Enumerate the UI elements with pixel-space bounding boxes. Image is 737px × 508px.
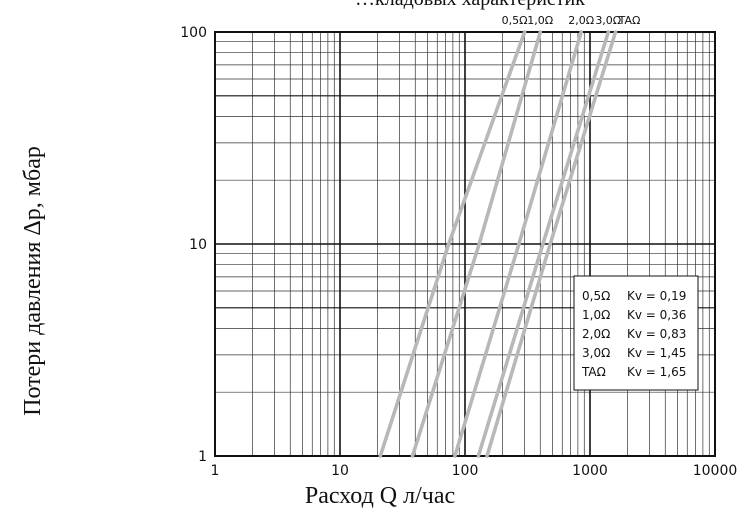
y-tick-labels: 1 10 100	[180, 25, 207, 465]
x-tick-label: 10000	[693, 463, 737, 479]
legend: 0,5Ω Kv = 0,19 1,0Ω Kv = 0,36 2,0Ω Kv = 0,83 3…	[573, 275, 699, 391]
x-tick-label: 100	[452, 463, 479, 479]
x-tick-label: 1	[211, 463, 220, 479]
legend-box	[573, 275, 699, 391]
legend-kv-value: Kv = 0,36	[627, 308, 686, 322]
y-tick-label: 100	[180, 25, 207, 41]
legend-kv-value: Kv = 1,45	[627, 346, 686, 360]
legend-kv-value: Kv = 0,19	[627, 289, 686, 303]
legend-kv-value: Kv = 1,65	[627, 365, 686, 379]
y-tick-label: 10	[189, 237, 207, 253]
legend-series-name: 3,0Ω	[582, 346, 610, 360]
y-axis-label: Потери давления Δp, мбар	[20, 146, 46, 416]
legend-kv-value: Kv = 0,83	[627, 327, 686, 341]
plot-frame	[214, 31, 716, 457]
series-top-label: 0,5Ω	[502, 14, 528, 27]
series-lines	[378, 30, 618, 458]
x-tick-label: 1000	[572, 463, 608, 479]
series-top-label: 1,0Ω	[527, 14, 553, 27]
chart-title-partial: …кладовых характеристик	[355, 0, 585, 10]
x-axis-label: Расход Q л/час	[305, 483, 455, 508]
x-tick-label: 10	[331, 463, 349, 479]
series-line	[378, 30, 527, 458]
legend-series-name: 0,5Ω	[582, 289, 610, 303]
x-tick-labels: 1 10 100 1000 10000	[211, 463, 737, 479]
series-line	[476, 30, 611, 458]
legend-series-name: TAΩ	[581, 365, 606, 379]
series-top-label: 3,0Ω	[595, 14, 621, 27]
legend-series-name: 1,0Ω	[582, 308, 610, 322]
series-line	[453, 30, 584, 458]
series-top-label: 2,0Ω	[568, 14, 594, 27]
legend-series-name: 2,0Ω	[582, 327, 610, 341]
series-top-label: TAΩ	[618, 14, 641, 27]
y-tick-label: 1	[198, 449, 207, 465]
series-line	[485, 30, 618, 458]
series-line	[410, 30, 543, 458]
